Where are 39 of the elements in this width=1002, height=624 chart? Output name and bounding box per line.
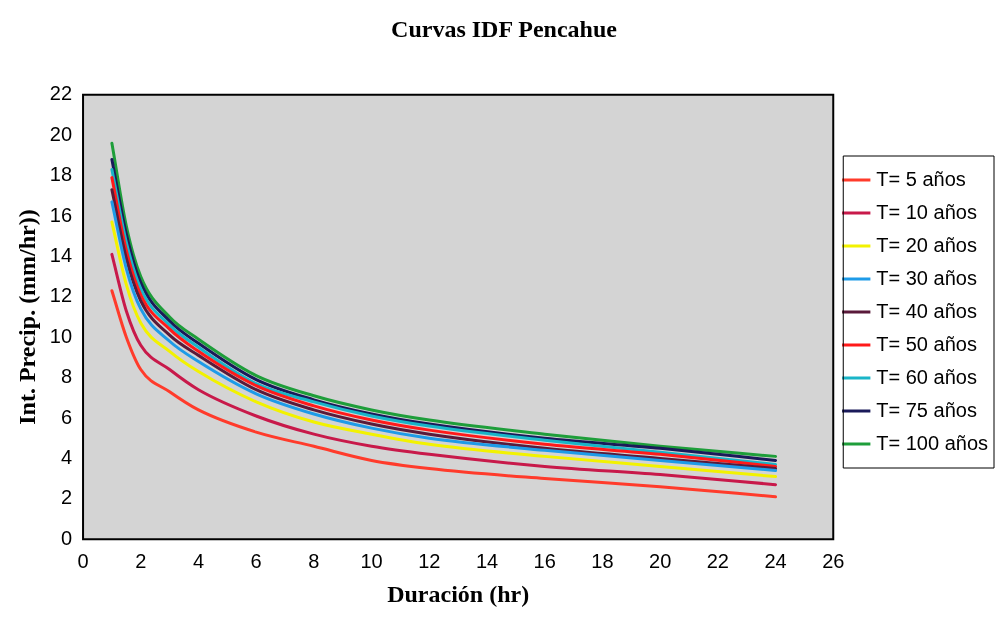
legend-label: T= 10 años <box>876 200 977 223</box>
y-tick-label: 12 <box>49 284 73 307</box>
legend-label: T= 60 años <box>876 365 977 388</box>
x-tick-label: 12 <box>418 549 441 572</box>
y-tick-label: 14 <box>49 243 73 266</box>
x-tick-label: 4 <box>192 549 205 572</box>
line-series <box>110 289 778 499</box>
legend-label: T= 50 años <box>876 332 977 355</box>
y-tick-label: 2 <box>60 486 73 509</box>
legend-label: T= 100 años <box>876 431 988 454</box>
x-tick-label: 18 <box>591 549 614 572</box>
y-tick-label: 10 <box>49 324 73 347</box>
y-tick-label: 22 <box>49 82 73 105</box>
x-tick-label: 6 <box>250 549 262 572</box>
x-tick-label: 10 <box>360 549 383 572</box>
legend-label: T= 5 años <box>876 167 966 190</box>
x-tick-label: 24 <box>764 549 787 572</box>
x-tick-label: 8 <box>308 549 320 572</box>
y-tick-label: 18 <box>49 163 73 186</box>
legend-label: T= 40 años <box>876 299 977 322</box>
y-tick-label: 8 <box>60 365 73 388</box>
chart-title: Curvas IDF Pencahue <box>391 15 618 42</box>
y-axis-title: Int. Precip. (mm/hr)) <box>13 209 40 425</box>
x-tick-label: 0 <box>77 549 89 572</box>
legend-label: T= 30 años <box>876 266 977 289</box>
y-tick-label: 6 <box>60 405 73 428</box>
x-tick-label: 22 <box>706 549 729 572</box>
x-tick-label: 16 <box>533 549 556 572</box>
y-tick-label: 0 <box>60 526 73 549</box>
x-axis-title: Duración (hr) <box>387 580 530 607</box>
y-tick-label: 4 <box>60 445 73 468</box>
legend-label: T= 75 años <box>876 398 977 421</box>
legend-label: T= 20 años <box>876 233 977 256</box>
y-tick-label: 16 <box>49 203 73 226</box>
x-tick-label: 20 <box>649 549 672 572</box>
y-tick-label: 20 <box>49 122 73 145</box>
x-tick-label: 26 <box>822 549 845 572</box>
x-tick-label: 2 <box>135 549 147 572</box>
x-tick-label: 14 <box>475 549 499 572</box>
